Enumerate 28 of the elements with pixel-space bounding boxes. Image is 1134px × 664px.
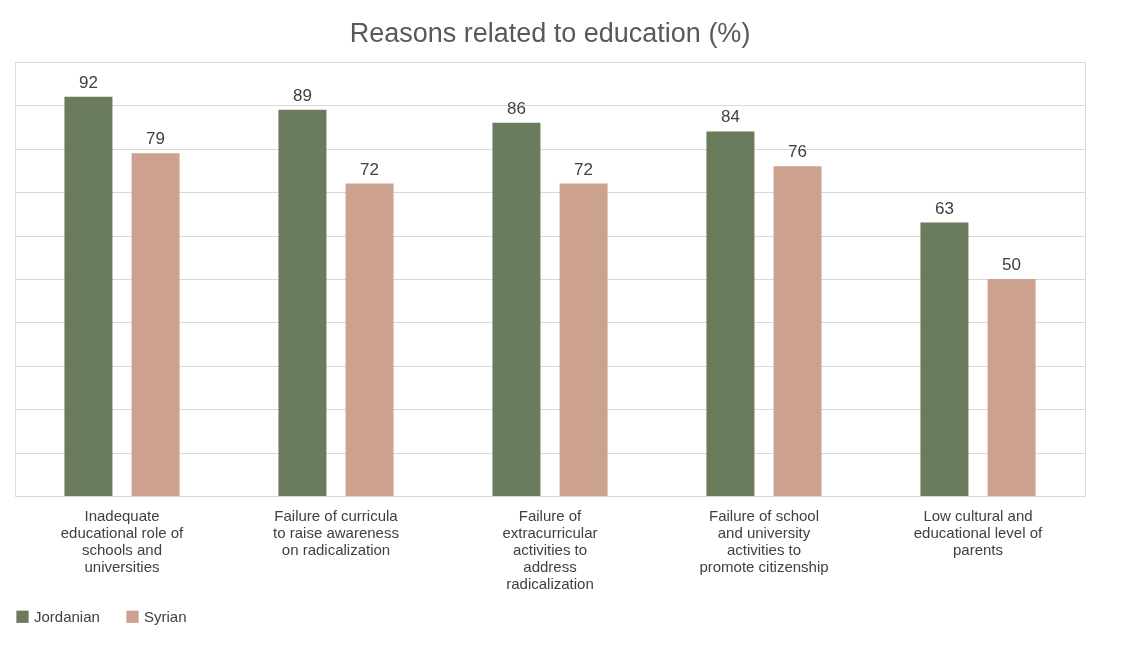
data-label: 89 [292,85,312,105]
data-label: 79 [146,129,166,149]
data-label: 63 [934,198,954,218]
x-tick-label: Failure of extracurricular activities to address radicalization [502,506,598,592]
x-tick-label: Low cultural and educational level of parents [913,506,1044,558]
bar [987,279,1036,496]
bar [492,122,541,496]
data-label: 92 [78,72,98,92]
x-tick-label: Failure of curricula to raise awareness on radicalization [273,506,399,558]
data-label: 72 [360,159,380,179]
bar [773,166,822,496]
bar [559,183,608,496]
bar [920,222,969,496]
data-label: 50 [1002,255,1022,274]
data-label: 84 [720,107,740,127]
data-label: 76 [788,142,808,162]
x-tick-label: Inadequate educational role of schools and universities [60,506,185,575]
legend-label: Jordanian [34,607,100,625]
data-label: 86 [506,98,526,118]
bar [131,153,180,496]
bar [278,109,327,496]
data-label: 72 [574,159,594,179]
chart-title: Reasons related to education (%) [349,18,751,48]
bar [345,183,394,496]
legend-label: Syrian [144,607,187,625]
x-tick-label: Failure of school and university activities to promote citizenship [699,506,829,575]
bar [706,131,755,496]
bar [64,96,113,496]
